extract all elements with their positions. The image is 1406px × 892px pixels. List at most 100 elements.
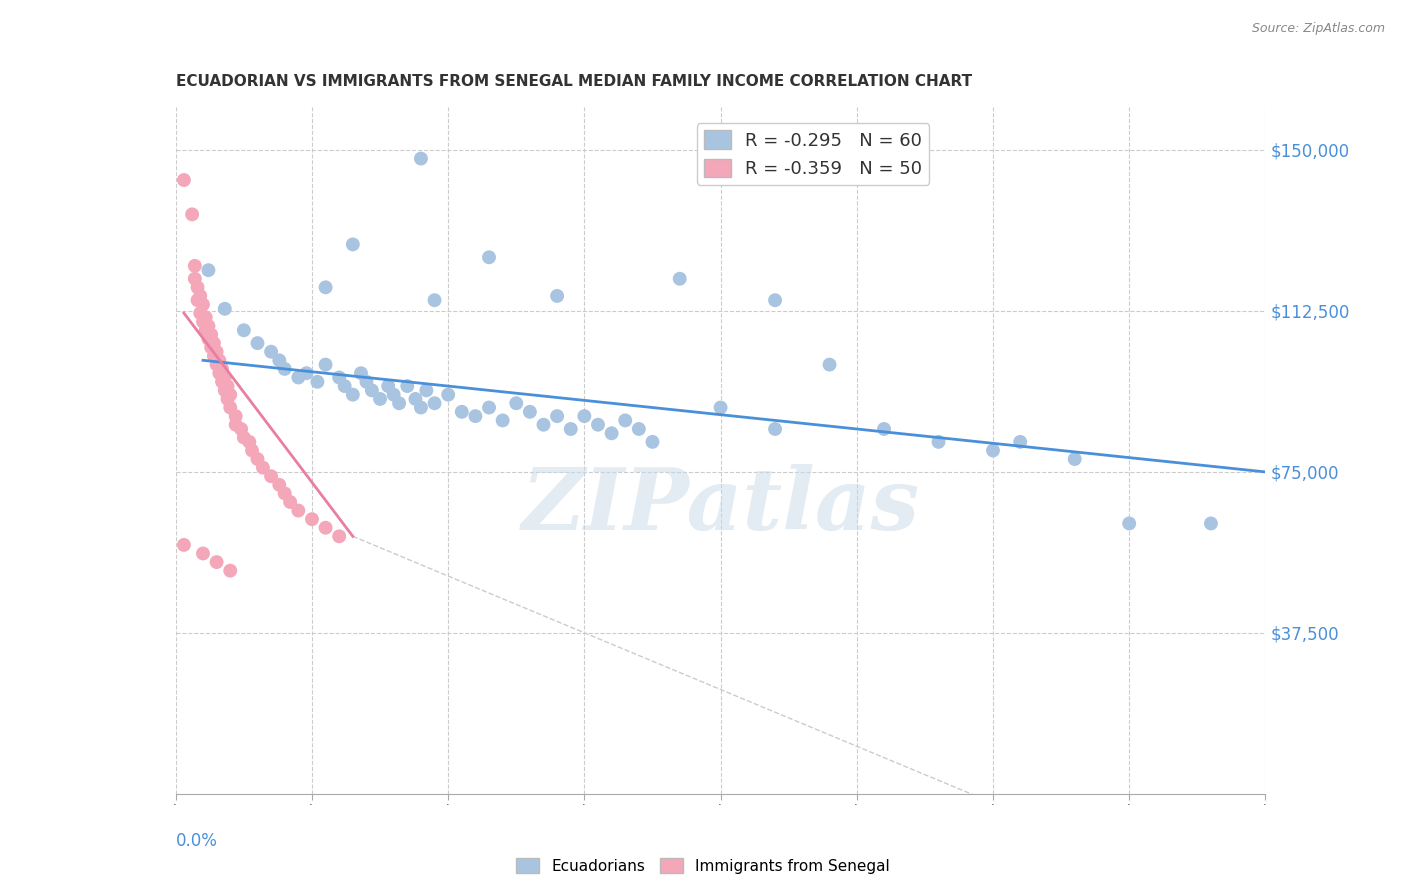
Point <box>217 379 239 393</box>
Point <box>574 409 596 423</box>
Point <box>269 353 291 368</box>
Point <box>188 306 211 320</box>
Point <box>423 396 446 410</box>
Point <box>238 434 260 449</box>
Point <box>928 434 950 449</box>
Point <box>1010 434 1032 449</box>
Point <box>519 405 541 419</box>
Point <box>600 426 623 441</box>
Point <box>328 529 350 543</box>
Point <box>328 370 350 384</box>
Point <box>315 521 337 535</box>
Point <box>533 417 555 432</box>
Point <box>191 315 214 329</box>
Point <box>186 280 209 294</box>
Point <box>278 495 301 509</box>
Text: ECUADORIAN VS IMMIGRANTS FROM SENEGAL MEDIAN FAMILY INCOME CORRELATION CHART: ECUADORIAN VS IMMIGRANTS FROM SENEGAL ME… <box>176 74 972 89</box>
Point <box>873 422 896 436</box>
Point <box>202 336 225 351</box>
Point <box>641 434 664 449</box>
Point <box>450 405 472 419</box>
Point <box>214 301 236 316</box>
Point <box>478 401 501 415</box>
Point <box>191 297 214 311</box>
Point <box>546 409 568 423</box>
Point <box>232 323 254 337</box>
Point <box>217 392 239 406</box>
Point <box>333 379 356 393</box>
Point <box>184 271 207 285</box>
Point <box>214 384 236 398</box>
Point <box>197 332 219 346</box>
Point <box>232 431 254 445</box>
Point <box>356 375 378 389</box>
Text: ZIPatlas: ZIPatlas <box>522 464 920 547</box>
Point <box>368 392 391 406</box>
Point <box>181 207 204 221</box>
Point <box>377 379 399 393</box>
Point <box>342 237 364 252</box>
Point <box>205 358 228 372</box>
Point <box>208 366 231 380</box>
Text: Source: ZipAtlas.com: Source: ZipAtlas.com <box>1251 22 1385 36</box>
Point <box>315 280 337 294</box>
Point <box>1063 452 1085 467</box>
Point <box>269 478 291 492</box>
Point <box>1199 516 1222 531</box>
Point <box>274 486 297 500</box>
Point <box>274 362 297 376</box>
Point <box>437 387 460 401</box>
Point <box>173 538 195 552</box>
Legend: Ecuadorians, Immigrants from Senegal: Ecuadorians, Immigrants from Senegal <box>510 852 896 880</box>
Point <box>382 387 405 401</box>
Point <box>763 293 786 308</box>
Point <box>415 384 437 398</box>
Point <box>240 443 263 458</box>
Point <box>188 289 211 303</box>
Point <box>763 422 786 436</box>
Point <box>194 323 217 337</box>
Point <box>211 375 233 389</box>
Point <box>405 392 427 406</box>
Point <box>668 271 690 285</box>
Point <box>205 344 228 359</box>
Point <box>246 336 269 351</box>
Point <box>219 564 242 578</box>
Point <box>197 263 219 277</box>
Point <box>360 384 382 398</box>
Point <box>231 422 253 436</box>
Point <box>200 340 222 354</box>
Point <box>252 460 274 475</box>
Point <box>214 370 236 384</box>
Point <box>1118 516 1140 531</box>
Point <box>396 379 419 393</box>
Point <box>388 396 411 410</box>
Point <box>409 401 432 415</box>
Point <box>315 358 337 372</box>
Point <box>208 353 231 368</box>
Point <box>219 401 242 415</box>
Text: 0.0%: 0.0% <box>176 831 218 850</box>
Point <box>614 413 637 427</box>
Point <box>184 259 207 273</box>
Point <box>505 396 527 410</box>
Point <box>586 417 609 432</box>
Point <box>287 503 309 517</box>
Point <box>560 422 582 436</box>
Point <box>301 512 323 526</box>
Point <box>194 310 217 325</box>
Point <box>307 375 329 389</box>
Point <box>260 344 283 359</box>
Point <box>350 366 373 380</box>
Point <box>423 293 446 308</box>
Point <box>710 401 733 415</box>
Point <box>211 362 233 376</box>
Point <box>546 289 568 303</box>
Point <box>246 452 269 467</box>
Point <box>191 546 214 561</box>
Point <box>409 152 432 166</box>
Point <box>260 469 283 483</box>
Point <box>295 366 318 380</box>
Point <box>492 413 515 427</box>
Point <box>818 358 841 372</box>
